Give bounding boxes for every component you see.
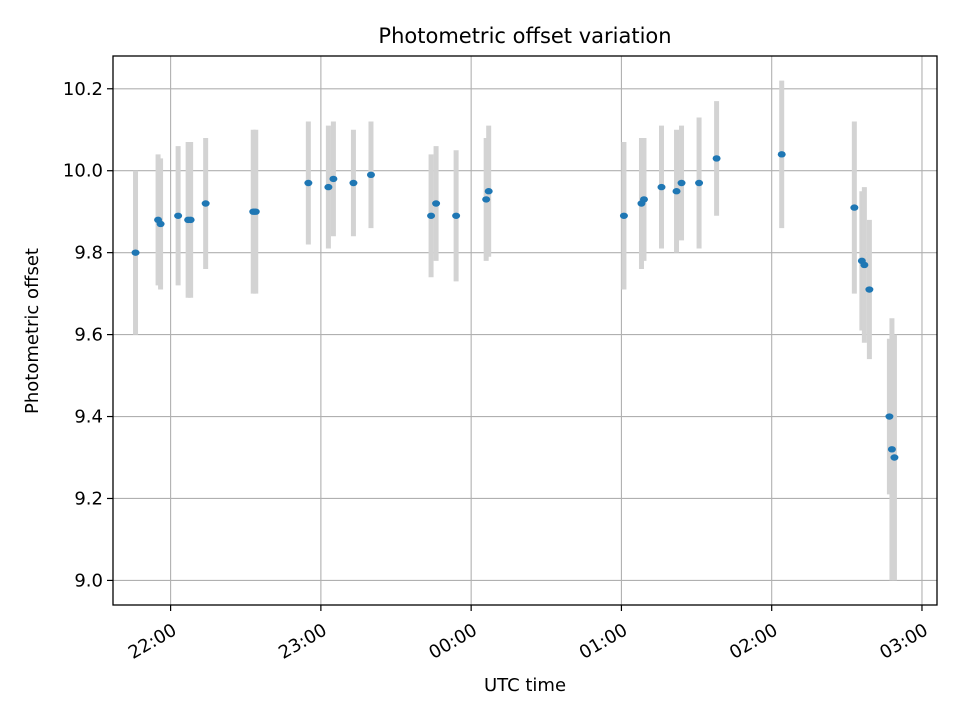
data-point [174,212,183,219]
data-point [887,446,896,453]
y-tick-label: 9.0 [74,570,103,591]
data-point [777,151,786,158]
data-point [131,249,140,256]
data-point [482,196,491,203]
data-point [865,286,874,293]
data-point [349,179,358,187]
y-tick-label: 9.2 [74,488,103,509]
data-points [131,151,899,461]
data-point [860,261,869,269]
data-point [432,200,441,207]
y-axis-title: Photometric offset [22,248,43,414]
data-point [484,188,493,195]
data-point [186,216,195,224]
data-point [452,212,461,219]
chart-title: Photometric offset variation [378,24,671,48]
y-tick-label: 9.6 [74,325,103,346]
data-point [366,171,375,179]
data-point [324,183,333,191]
y-tick-label: 10.0 [63,161,103,182]
y-tick-label: 9.4 [74,407,103,428]
grid-lines [113,56,937,605]
data-point [672,188,681,195]
data-point [156,220,165,228]
y-tick-label: 9.8 [74,243,103,264]
data-point [427,212,436,219]
data-point [712,155,721,162]
data-point [329,175,338,183]
plot-frame [112,55,938,606]
y-tick-label: 10.2 [63,79,103,100]
data-point [695,179,704,187]
data-point [639,196,648,203]
data-point [304,179,313,187]
data-point [885,413,894,420]
data-point [657,183,666,191]
data-point [201,200,210,207]
data-point [251,208,260,215]
x-axis-title: UTC time [484,675,566,696]
data-point [890,454,899,461]
data-point [619,212,628,219]
data-point [677,179,686,187]
data-point [850,204,859,211]
y-axis-ticks: 9.0 9.2 9.4 9.6 9.8 10.0 10.2 [63,79,113,591]
